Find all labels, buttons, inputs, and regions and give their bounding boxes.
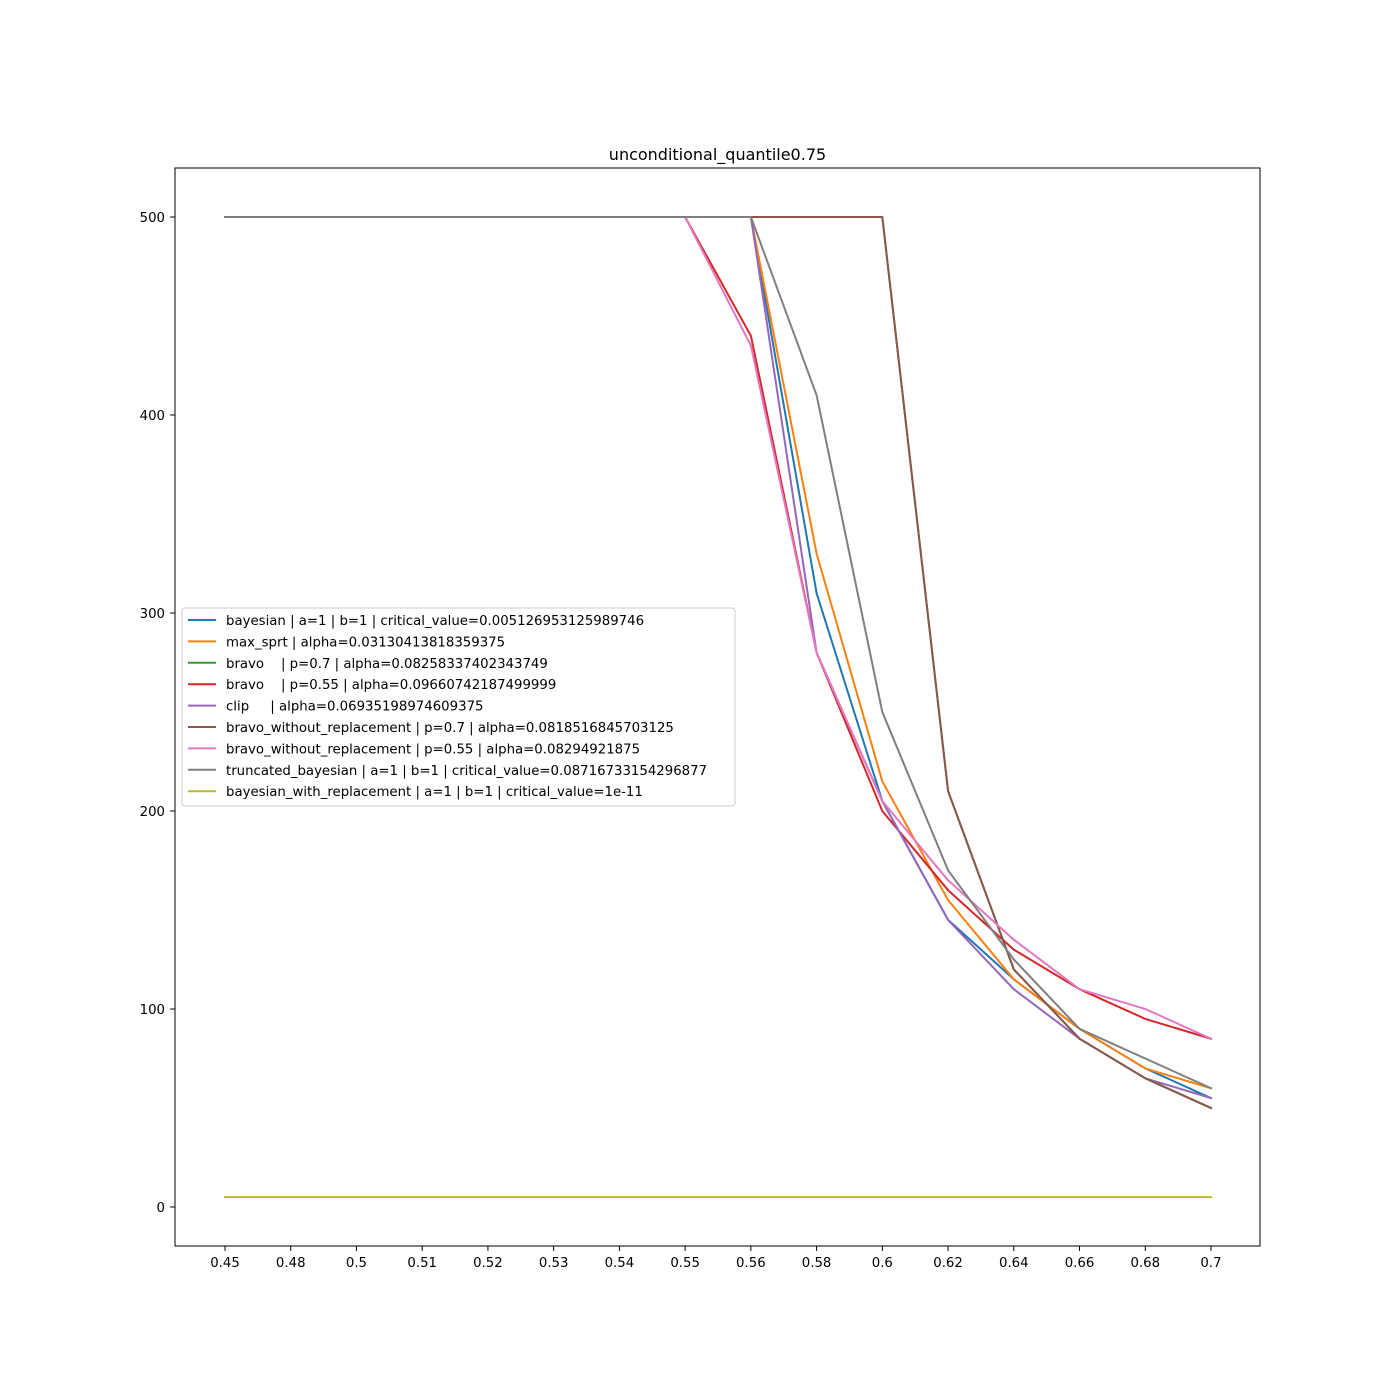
legend-label: bravo | p=0.7 | alpha=0.0825833740234374… <box>226 657 548 672</box>
x-tick-label: 0.6 <box>872 1256 893 1271</box>
x-tick-label: 0.45 <box>210 1256 240 1271</box>
legend-label: max_sprt | alpha=0.03130413818359375 <box>226 635 505 650</box>
x-tick-label: 0.51 <box>407 1256 437 1271</box>
series-line-8 <box>224 216 1213 1090</box>
x-tick-label: 0.58 <box>802 1256 832 1271</box>
x-tick-label: 0.56 <box>736 1256 766 1271</box>
y-axis: 0 100 200 300 400 500 <box>140 211 175 1216</box>
x-axis: 0.45 0.48 0.5 0.51 0.52 0.53 0.54 0.55 0.56 0.58 0… <box>210 1246 1222 1271</box>
x-tick-label: 0.68 <box>1130 1256 1160 1271</box>
x-tick-label: 0.53 <box>539 1256 569 1271</box>
legend-label: clip | alpha=0.06935198974609375 <box>226 700 483 715</box>
x-tick-label: 0.62 <box>933 1256 963 1271</box>
legend-label: bravo | p=0.55 | alpha=0.096607421874999… <box>226 678 556 693</box>
plot-frame <box>174 167 1261 1247</box>
plot-lines <box>224 216 1213 1199</box>
x-tick-label: 0.7 <box>1200 1256 1221 1271</box>
x-tick-label: 0.55 <box>670 1256 700 1271</box>
x-tick-label: 0.48 <box>276 1256 306 1271</box>
y-tick-label: 400 <box>140 409 165 424</box>
y-tick-label: 200 <box>140 805 165 820</box>
y-tick-label: 100 <box>140 1003 165 1018</box>
x-tick-label: 0.66 <box>1065 1256 1095 1271</box>
legend-label: bravo_without_replacement | p=0.7 | alph… <box>226 721 674 736</box>
legend-label: bravo_without_replacement | p=0.55 | alp… <box>226 742 640 757</box>
y-tick-label: 0 <box>157 1201 165 1216</box>
x-tick-label: 0.52 <box>473 1256 503 1271</box>
legend: bayesian | a=1 | b=1 | critical_value=0.… <box>181 607 736 807</box>
x-tick-label: 0.54 <box>605 1256 635 1271</box>
y-tick-label: 500 <box>140 211 165 226</box>
legend-label: truncated_bayesian | a=1 | b=1 | critica… <box>226 764 707 779</box>
legend-label: bayesian | a=1 | b=1 | critical_value=0.… <box>226 614 644 629</box>
chart-title: unconditional_quantile0.75 <box>609 145 826 165</box>
x-tick-label: 0.5 <box>346 1256 367 1271</box>
y-tick-label: 300 <box>140 607 165 622</box>
x-tick-label: 0.64 <box>999 1256 1029 1271</box>
legend-box <box>181 607 736 807</box>
legend-label: bayesian_with_replacement | a=1 | b=1 | … <box>226 785 643 800</box>
